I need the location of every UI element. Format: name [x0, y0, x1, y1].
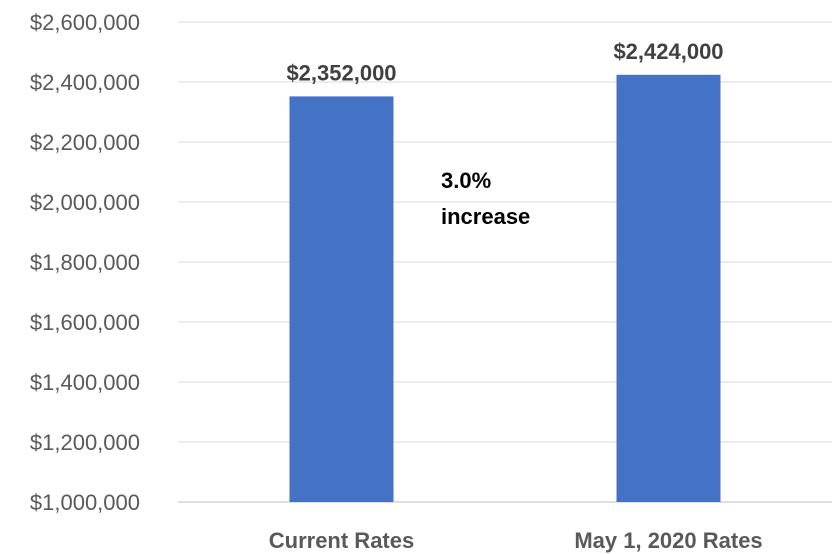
bars [289, 74, 721, 503]
y-tick-label: $2,400,000 [30, 70, 140, 95]
data-labels: $2,352,000 $2,424,000 [286, 39, 723, 86]
y-tick-label: $1,400,000 [30, 370, 140, 395]
bar [289, 96, 394, 503]
y-tick-label: $1,000,000 [30, 490, 140, 515]
y-tick-label: $1,600,000 [30, 310, 140, 335]
y-tick-label: $2,200,000 [30, 130, 140, 155]
y-tick-label: $1,800,000 [30, 250, 140, 275]
bar-data-label: $2,352,000 [286, 60, 396, 85]
annotation-percent: 3.0% [441, 168, 491, 193]
y-tick-label: $1,200,000 [30, 430, 140, 455]
y-tick-label: $2,600,000 [30, 10, 140, 35]
y-tick-label: $2,000,000 [30, 190, 140, 215]
x-category-label: May 1, 2020 Rates [574, 528, 762, 553]
annotation-increase: increase [441, 204, 530, 229]
x-category-label: Current Rates [269, 528, 414, 553]
gridlines [178, 21, 832, 503]
x-axis-category-labels: Current Rates May 1, 2020 Rates [269, 528, 763, 553]
y-axis-tick-labels: $1,000,000 $1,200,000 $1,400,000 $1,600,000… [30, 10, 140, 515]
bar-data-label: $2,424,000 [613, 39, 723, 64]
bar [616, 74, 721, 503]
